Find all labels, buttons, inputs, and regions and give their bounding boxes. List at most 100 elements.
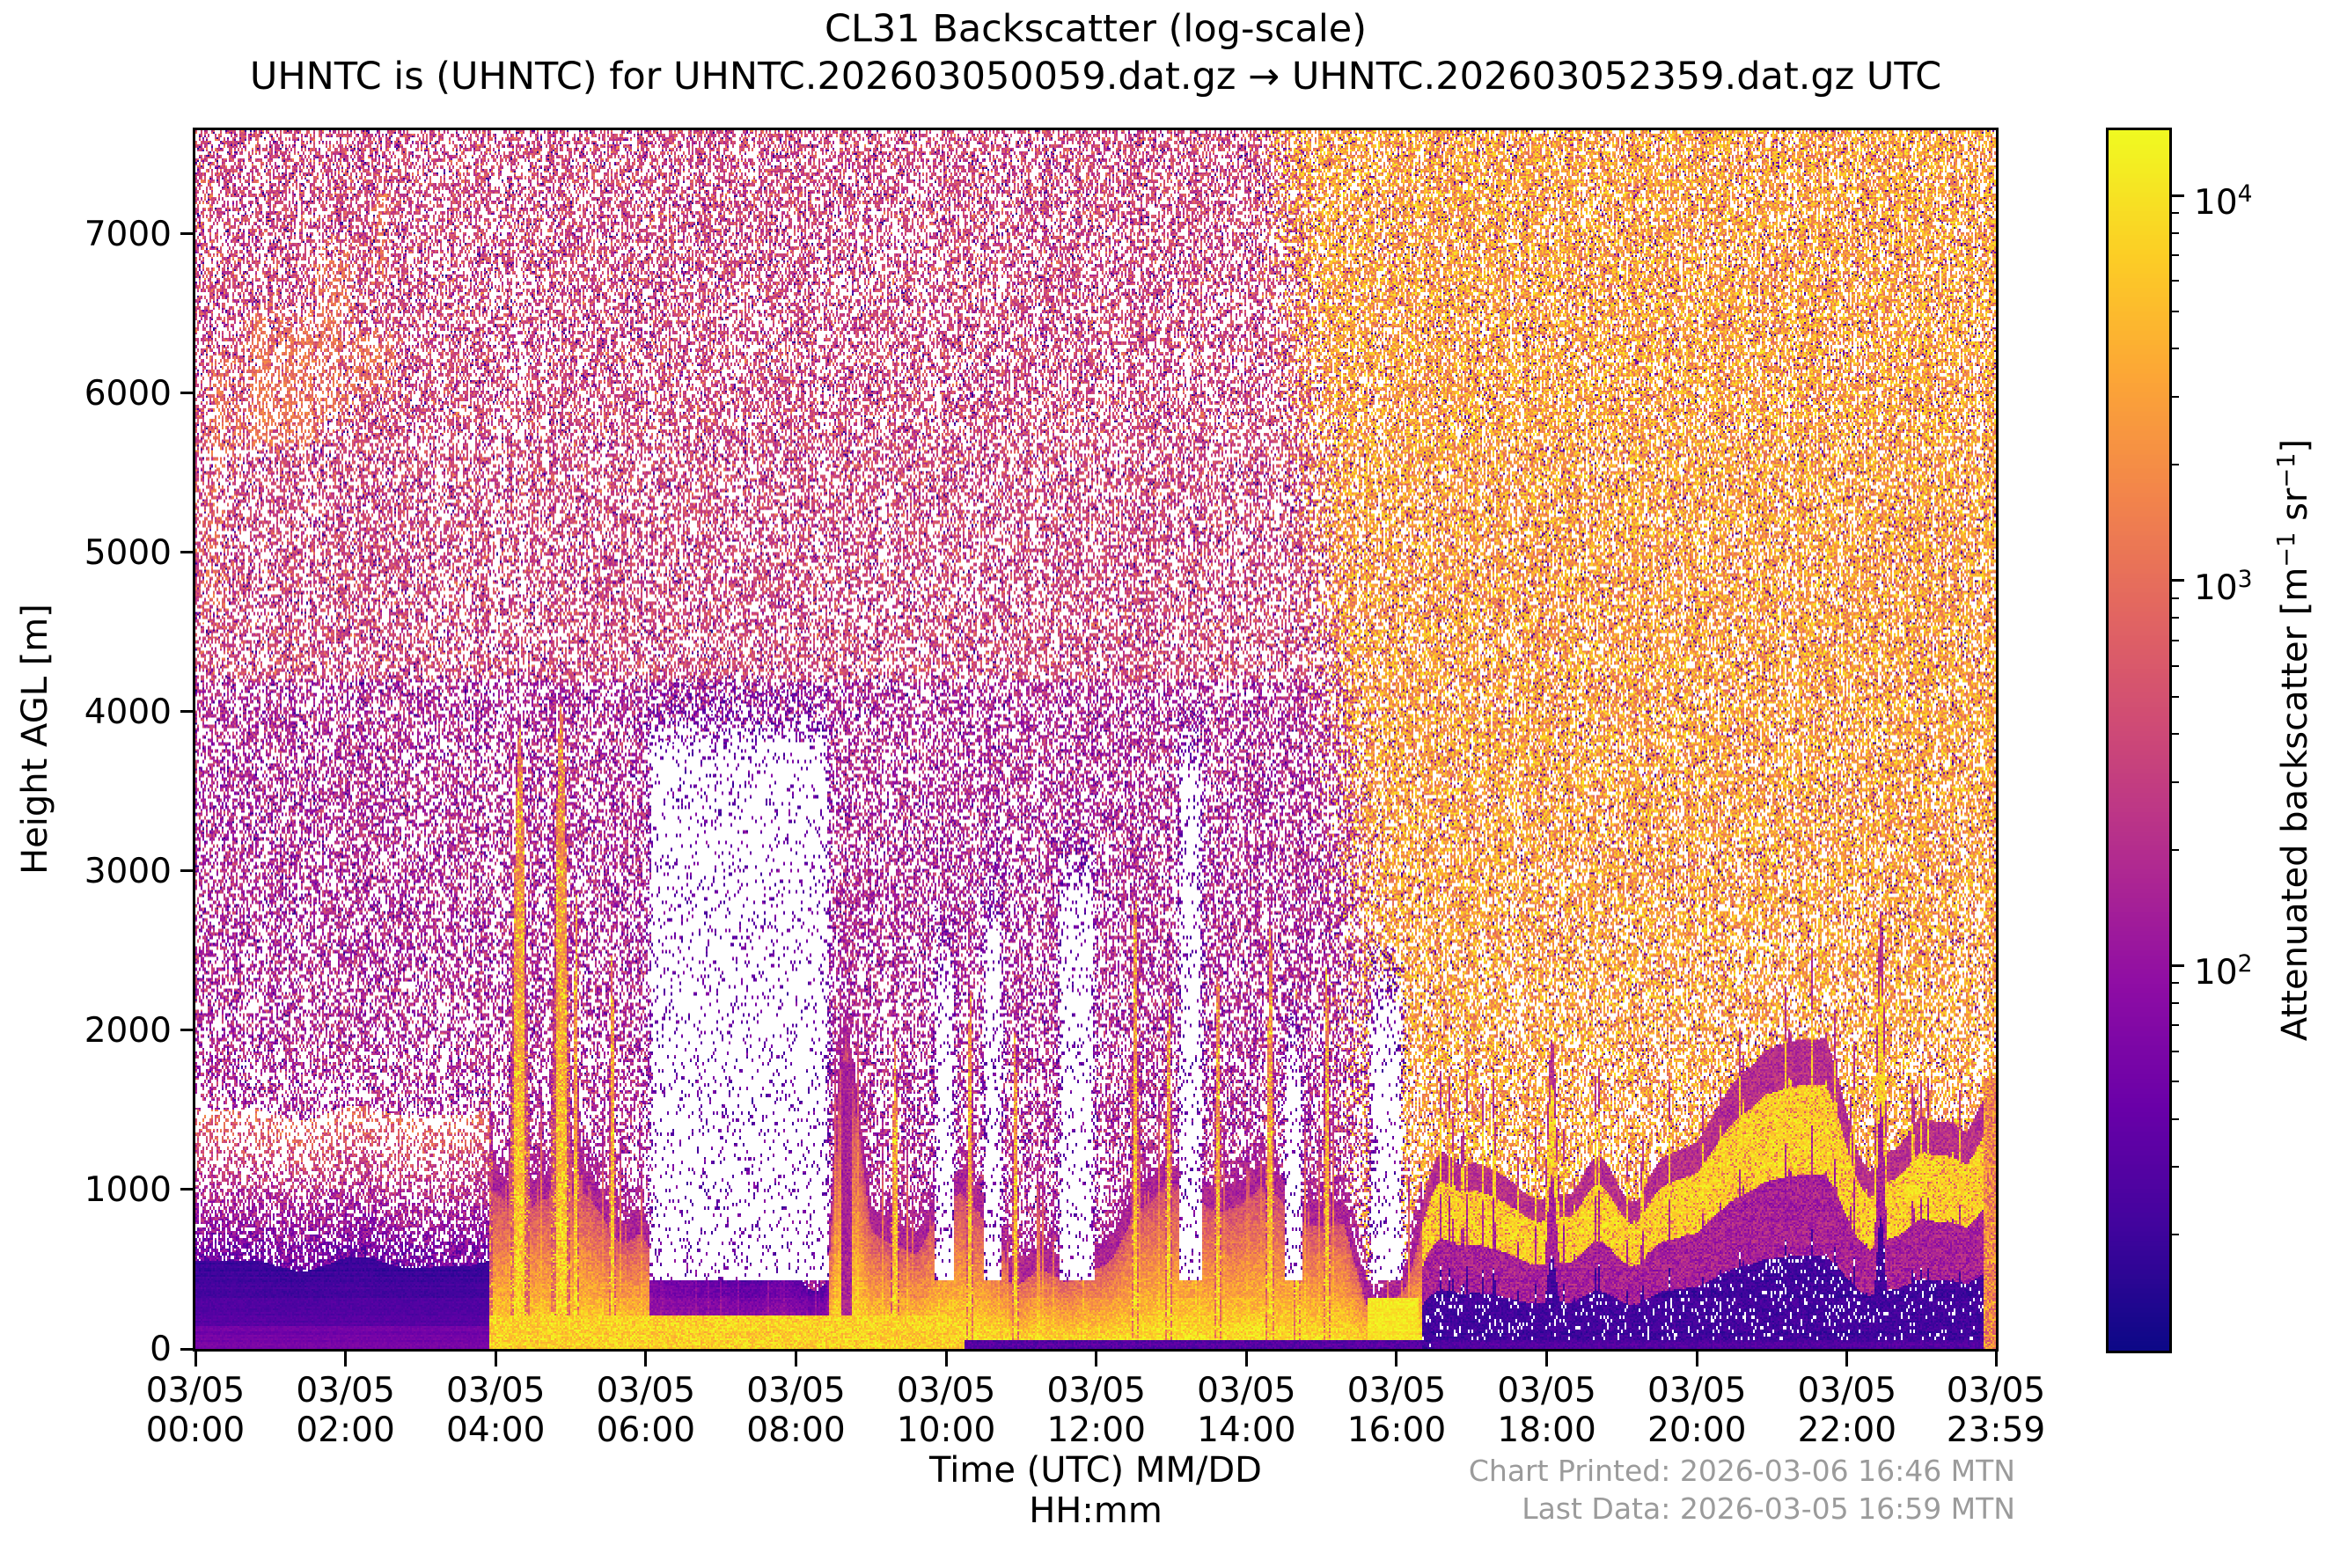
x-tick-label: 03/05 06:00 — [549, 1371, 743, 1450]
y-tick-label: 2000 — [84, 1010, 172, 1051]
colorbar-major-tick — [2172, 194, 2184, 197]
colorbar-minor-tick — [2172, 1024, 2179, 1027]
colorbar-major-tick — [2172, 579, 2184, 583]
x-tick-label: 03/05 14:00 — [1149, 1371, 1343, 1450]
colorbar-minor-tick — [2172, 1234, 2179, 1236]
colorbar-minor-tick — [2172, 212, 2179, 215]
x-tick-time: 00:00 — [145, 1410, 246, 1450]
x-tick-date: 03/05 — [896, 1371, 996, 1410]
y-tick-mark — [180, 392, 195, 395]
x-tick-date: 03/05 — [1346, 1371, 1447, 1410]
x-tick-date: 03/05 — [446, 1371, 546, 1410]
x-tick-date: 03/05 — [1197, 1371, 1296, 1410]
x-tick-mark — [794, 1352, 797, 1367]
x-tick-mark — [1994, 1352, 1998, 1367]
chart-subtitle: UHNTC is (UHNTC) for UHNTC.202603050059.… — [249, 55, 1942, 99]
colorbar-minor-tick — [2172, 1166, 2179, 1169]
colorbar-minor-tick — [2172, 780, 2179, 783]
y-tick-mark — [180, 710, 195, 714]
x-tick-mark — [944, 1352, 948, 1367]
x-tick-label: 03/05 02:00 — [249, 1371, 443, 1450]
x-tick-label: 03/05 08:00 — [699, 1371, 892, 1450]
colorbar-minor-tick — [2172, 695, 2179, 698]
colorbar-gradient — [2109, 130, 2169, 1351]
x-tick-label: 03/05 12:00 — [1000, 1371, 1193, 1450]
x-tick-label: 03/05 10:00 — [849, 1371, 1043, 1450]
y-tick-label: 5000 — [84, 532, 172, 573]
x-axis-label-line2: HH:mm — [1029, 1491, 1163, 1531]
x-tick-label: 03/05 04:00 — [399, 1371, 592, 1450]
colorbar — [2106, 128, 2172, 1353]
y-axis-label: Height AGL [m] — [15, 604, 55, 875]
colorbar-minor-tick — [2172, 280, 2179, 282]
colorbar-tick-label: 103 — [2194, 565, 2253, 608]
x-tick-mark — [1395, 1352, 1398, 1367]
footer-last-data: Last Data: 2026-03-05 16:59 MTN — [1522, 1491, 2015, 1526]
x-tick-time: 18:00 — [1497, 1410, 1596, 1450]
x-tick-time: 14:00 — [1197, 1410, 1296, 1450]
y-tick-mark — [180, 551, 195, 554]
colorbar-minor-tick — [2172, 1081, 2179, 1083]
x-tick-label: 03/05 00:00 — [99, 1371, 292, 1450]
x-tick-mark — [344, 1352, 348, 1367]
colorbar-minor-tick — [2172, 1050, 2179, 1052]
colorbar-tick-label: 102 — [2194, 950, 2253, 993]
x-tick-mark — [1244, 1352, 1248, 1367]
y-tick-mark — [180, 1029, 195, 1032]
x-tick-date: 03/05 — [746, 1371, 846, 1410]
x-tick-mark — [1695, 1352, 1698, 1367]
x-tick-time: 04:00 — [446, 1410, 546, 1450]
footer-annotations: Chart Printed: 2026-03-06 16:46 MTN Last… — [1469, 1452, 2015, 1528]
x-tick-label: 03/05 23:59 — [1899, 1371, 2093, 1450]
colorbar-minor-tick — [2172, 396, 2179, 399]
colorbar-minor-tick — [2172, 254, 2179, 257]
plot-area — [193, 128, 1999, 1352]
x-tick-date: 03/05 — [145, 1371, 246, 1410]
x-tick-date: 03/05 — [1046, 1371, 1146, 1410]
x-tick-label: 03/05 16:00 — [1300, 1371, 1493, 1450]
y-tick-label: 0 — [150, 1330, 172, 1369]
x-tick-label: 03/05 22:00 — [1750, 1371, 1944, 1450]
y-tick-label: 7000 — [84, 214, 172, 254]
colorbar-minor-tick — [2172, 311, 2179, 313]
x-tick-mark — [494, 1352, 497, 1367]
x-tick-mark — [194, 1352, 197, 1367]
x-tick-label: 03/05 18:00 — [1450, 1371, 1644, 1450]
y-tick-mark — [180, 1188, 195, 1191]
x-tick-mark — [1095, 1352, 1098, 1367]
colorbar-minor-tick — [2172, 617, 2179, 619]
x-tick-time: 16:00 — [1346, 1410, 1447, 1450]
colorbar-minor-tick — [2172, 639, 2179, 641]
x-tick-mark — [1545, 1352, 1549, 1367]
x-tick-date: 03/05 — [296, 1371, 395, 1410]
y-tick-label: 6000 — [84, 373, 172, 414]
x-tick-time: 10:00 — [896, 1410, 996, 1450]
x-tick-time: 12:00 — [1046, 1410, 1146, 1450]
x-tick-mark — [644, 1352, 648, 1367]
y-tick-label: 3000 — [84, 851, 172, 891]
colorbar-minor-tick — [2172, 597, 2179, 599]
x-tick-time: 08:00 — [746, 1410, 846, 1450]
x-tick-time: 22:00 — [1797, 1410, 1897, 1450]
colorbar-label: Attenuated backscatter [m−1 sr−1] — [2272, 438, 2316, 1042]
y-tick-label: 4000 — [84, 692, 172, 732]
colorbar-minor-tick — [2172, 664, 2179, 667]
x-tick-time: 20:00 — [1647, 1410, 1747, 1450]
colorbar-minor-tick — [2172, 464, 2179, 466]
y-tick-mark — [180, 1347, 195, 1351]
colorbar-minor-tick — [2172, 848, 2179, 851]
chart-title: CL31 Backscatter (log-scale) — [824, 7, 1368, 51]
colorbar-tick-label: 104 — [2194, 180, 2253, 223]
x-tick-date: 03/05 — [596, 1371, 696, 1410]
y-tick-mark — [180, 869, 195, 873]
backscatter-heatmap-image — [195, 130, 1996, 1349]
colorbar-minor-tick — [2172, 348, 2179, 350]
x-tick-mark — [1845, 1352, 1849, 1367]
footer-chart-printed: Chart Printed: 2026-03-06 16:46 MTN — [1468, 1454, 2015, 1488]
y-tick-mark — [180, 232, 195, 236]
colorbar-minor-tick — [2172, 1001, 2179, 1004]
x-tick-date: 03/05 — [1497, 1371, 1596, 1410]
x-axis-label: Time (UTC) MM/DD HH:mm — [929, 1450, 1262, 1531]
x-tick-time: 06:00 — [596, 1410, 696, 1450]
